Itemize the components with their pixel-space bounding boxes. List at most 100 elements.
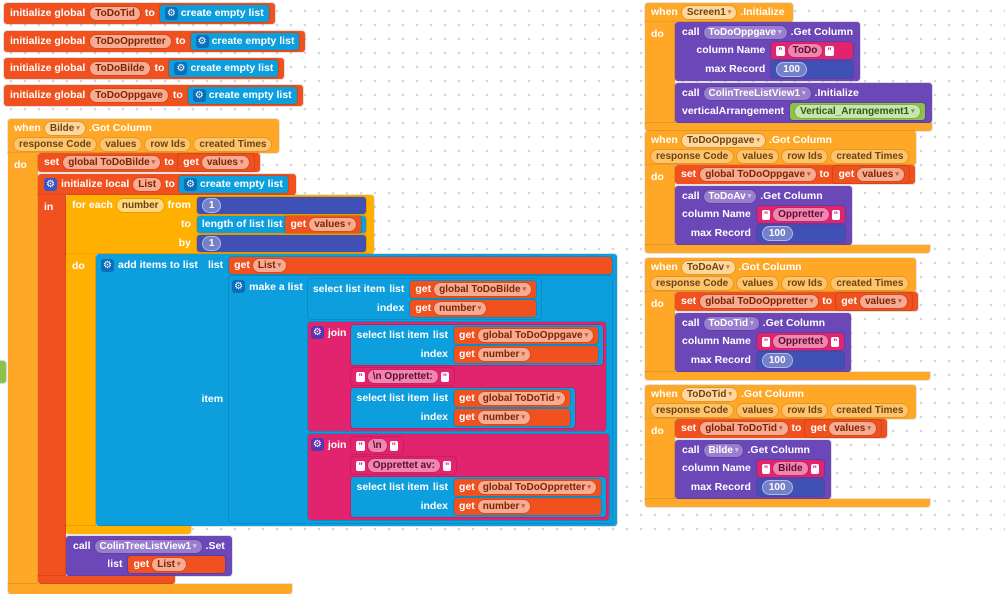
component-dropdown[interactable]: Vertical_Arrangement1 ▾ bbox=[795, 105, 920, 118]
call-getcolumn-block[interactable]: call ToDoTid ▾ .Get Column column Name " … bbox=[675, 313, 852, 372]
gear-icon[interactable]: ⚙ bbox=[174, 62, 188, 75]
variable-dropdown[interactable]: global ToDoBilde ▾ bbox=[434, 283, 532, 296]
variable-dropdown[interactable]: global ToDoOppgave ▾ bbox=[700, 168, 816, 181]
create-empty-list-block[interactable]: ⚙ create empty list bbox=[169, 60, 279, 77]
variable-dropdown[interactable]: global ToDoOppretter ▾ bbox=[700, 295, 819, 308]
when-todooppgave-got-column-block[interactable]: when ToDoOppgave ▾ .Got Column response C… bbox=[645, 131, 930, 253]
when-todoav-got-column-block[interactable]: when ToDoAv ▾ .Got Column response Code v… bbox=[645, 258, 930, 380]
call-colintreelistview-initialize-block[interactable]: call ColinTreeListView1 ▾ .Initialize ver… bbox=[675, 83, 932, 123]
global-name-field[interactable]: ToDoOppretter bbox=[90, 35, 171, 48]
select-list-item-block[interactable]: select list item list get global ToDoOppga… bbox=[351, 325, 604, 365]
text-string-block[interactable]: " \n Opprettet: " bbox=[351, 368, 455, 385]
length-of-list-block[interactable]: length of list list get values ▾ bbox=[196, 216, 366, 233]
global-name-field[interactable]: ToDoOppgave bbox=[90, 89, 168, 102]
set-variable-block[interactable]: set global ToDoOppretter ▾ to get values ▾ bbox=[675, 292, 918, 311]
join-block[interactable]: ⚙ join " bbox=[307, 434, 609, 520]
variable-dropdown[interactable]: global ToDoBilde ▾ bbox=[63, 156, 161, 169]
variable-dropdown[interactable]: global ToDoOppgave ▾ bbox=[477, 329, 594, 342]
variable-dropdown[interactable]: List ▾ bbox=[152, 558, 186, 571]
variable-dropdown[interactable]: number ▾ bbox=[477, 348, 530, 361]
get-value-block[interactable]: get global ToDoOppgave ▾ bbox=[454, 327, 599, 344]
variable-dropdown[interactable]: global ToDoTid ▾ bbox=[700, 422, 788, 435]
get-value-block[interactable]: get global ToDoBilde ▾ bbox=[410, 281, 537, 298]
component-dropdown[interactable]: ToDoOppgave ▾ bbox=[703, 26, 787, 39]
call-getcolumn-block[interactable]: call Bilde ▾ .Get Column column Name " Bi… bbox=[675, 440, 831, 499]
variable-dropdown[interactable]: values ▾ bbox=[829, 422, 876, 435]
create-empty-list-block[interactable]: ⚙ create empty list bbox=[159, 5, 269, 22]
number-block[interactable]: 1 bbox=[196, 235, 366, 252]
global-name-field[interactable]: ToDoTid bbox=[90, 7, 140, 20]
initialize-local-block[interactable]: ⚙ initialize local List to ⚙ create empt… bbox=[38, 174, 617, 584]
get-value-block[interactable]: get List ▾ bbox=[128, 556, 225, 573]
component-value-block[interactable]: Vertical_Arrangement1 ▾ bbox=[790, 103, 925, 120]
component-dropdown[interactable]: ToDoOppgave ▾ bbox=[681, 134, 765, 147]
initialize-global-todobilde-block[interactable]: initialize global ToDoBilde to ⚙ create … bbox=[4, 58, 285, 79]
select-list-item-block[interactable]: select list item list get global ToDoOppre… bbox=[351, 477, 606, 517]
text-string-block[interactable]: " \n " bbox=[351, 437, 403, 454]
number-block[interactable]: 100 bbox=[756, 479, 824, 496]
variable-dropdown[interactable]: number ▾ bbox=[434, 302, 487, 315]
gear-icon[interactable]: ⚙ bbox=[195, 35, 209, 48]
get-value-block[interactable]: get List ▾ bbox=[229, 257, 612, 274]
text-string-block[interactable]: " Opprettet " bbox=[756, 333, 845, 350]
number-block[interactable]: 100 bbox=[756, 352, 845, 369]
gear-icon[interactable]: ⚙ bbox=[44, 178, 57, 191]
get-value-block[interactable]: get number ▾ bbox=[410, 300, 537, 317]
get-value-block[interactable]: get values ▾ bbox=[833, 166, 909, 183]
number-block[interactable]: 1 bbox=[196, 197, 366, 214]
loop-variable-name[interactable]: number bbox=[116, 199, 164, 212]
text-value[interactable]: \n Opprettet: bbox=[367, 370, 438, 383]
call-getcolumn-block[interactable]: call ToDoAv ▾ .Get Column column Name " O… bbox=[675, 186, 852, 245]
when-screen1-initialize-block[interactable]: when Screen1 ▾ .Initialize do call ToDoOp… bbox=[645, 3, 932, 131]
get-value-block[interactable]: get number ▾ bbox=[454, 498, 601, 515]
component-dropdown[interactable]: Bilde ▾ bbox=[703, 444, 744, 457]
gear-icon[interactable]: ⚙ bbox=[232, 280, 246, 293]
component-dropdown[interactable]: ColinTreeListView1 ▾ bbox=[703, 87, 811, 100]
variable-dropdown[interactable]: values ▾ bbox=[309, 218, 356, 231]
get-value-block[interactable]: get values ▾ bbox=[805, 420, 881, 437]
variable-dropdown[interactable]: values ▾ bbox=[201, 156, 249, 169]
get-value-block[interactable]: get values ▾ bbox=[285, 216, 361, 233]
create-empty-list-block[interactable]: ⚙ create empty list bbox=[187, 87, 297, 104]
get-value-block[interactable]: get number ▾ bbox=[454, 346, 599, 363]
text-value[interactable]: \n bbox=[367, 439, 387, 452]
set-variable-block[interactable]: set global ToDoOppgave ▾ to get values ▾ bbox=[675, 165, 915, 184]
gear-icon[interactable]: ⚙ bbox=[310, 326, 324, 339]
text-value[interactable]: Bilde bbox=[773, 462, 808, 475]
component-dropdown[interactable]: ColinTreeListView1 ▾ bbox=[94, 540, 202, 553]
component-dropdown[interactable]: Screen1 ▾ bbox=[681, 6, 737, 19]
component-dropdown[interactable]: Bilde ▾ bbox=[44, 122, 85, 135]
initialize-global-todooppretter-block[interactable]: initialize global ToDoOppretter to ⚙ cre… bbox=[4, 31, 306, 52]
gear-icon[interactable]: ⚙ bbox=[101, 259, 114, 272]
text-value[interactable]: ToDo bbox=[787, 44, 823, 57]
variable-dropdown[interactable]: global ToDoTid ▾ bbox=[477, 392, 566, 405]
collapsed-block-tab[interactable] bbox=[0, 361, 6, 383]
component-dropdown[interactable]: ToDoAv ▾ bbox=[681, 261, 735, 274]
variable-dropdown[interactable]: number ▾ bbox=[477, 500, 530, 513]
get-value-block[interactable]: get global ToDoOppretter ▾ bbox=[454, 479, 601, 496]
variable-dropdown[interactable]: number ▾ bbox=[477, 411, 530, 424]
join-block[interactable]: ⚙ join select list item list bbox=[307, 322, 607, 431]
initialize-global-todotid-block[interactable]: initialize global ToDoTid to ⚙ create em… bbox=[4, 3, 275, 24]
get-value-block[interactable]: get number ▾ bbox=[454, 409, 571, 426]
variable-dropdown[interactable]: values ▾ bbox=[859, 295, 907, 308]
variable-dropdown[interactable]: List ▾ bbox=[252, 259, 287, 272]
component-dropdown[interactable]: ToDoTid ▾ bbox=[703, 317, 759, 330]
local-variable-name[interactable]: List bbox=[133, 178, 162, 191]
number-block[interactable]: 100 bbox=[771, 61, 854, 78]
component-dropdown[interactable]: ToDoAv ▾ bbox=[703, 190, 757, 203]
get-value-block[interactable]: get global ToDoTid ▾ bbox=[454, 390, 571, 407]
global-name-field[interactable]: ToDoBilde bbox=[90, 62, 150, 75]
make-a-list-block[interactable]: ⚙ make a list select list item bbox=[229, 276, 612, 523]
variable-dropdown[interactable]: values ▾ bbox=[857, 168, 904, 181]
initialize-global-todooppgave-block[interactable]: initialize global ToDoOppgave to ⚙ creat… bbox=[4, 85, 303, 106]
text-string-block[interactable]: " Oppretter " bbox=[756, 206, 845, 223]
get-value-block[interactable]: get values ▾ bbox=[178, 154, 254, 171]
call-colintreelistview-set-block[interactable]: call ColinTreeListView1 ▾ .Set list get L… bbox=[66, 536, 232, 576]
select-list-item-block[interactable]: select list item list get global ToDoTid ▾ … bbox=[351, 388, 576, 428]
call-todooppgave-getcolumn-block[interactable]: call ToDoOppgave ▾ .Get Column column Nam… bbox=[675, 22, 861, 81]
select-list-item-block[interactable]: select list item list get global ToDoBilde… bbox=[307, 279, 542, 319]
get-value-block[interactable]: get values ▾ bbox=[836, 293, 912, 310]
text-string-block[interactable]: " ToDo " bbox=[771, 42, 854, 59]
